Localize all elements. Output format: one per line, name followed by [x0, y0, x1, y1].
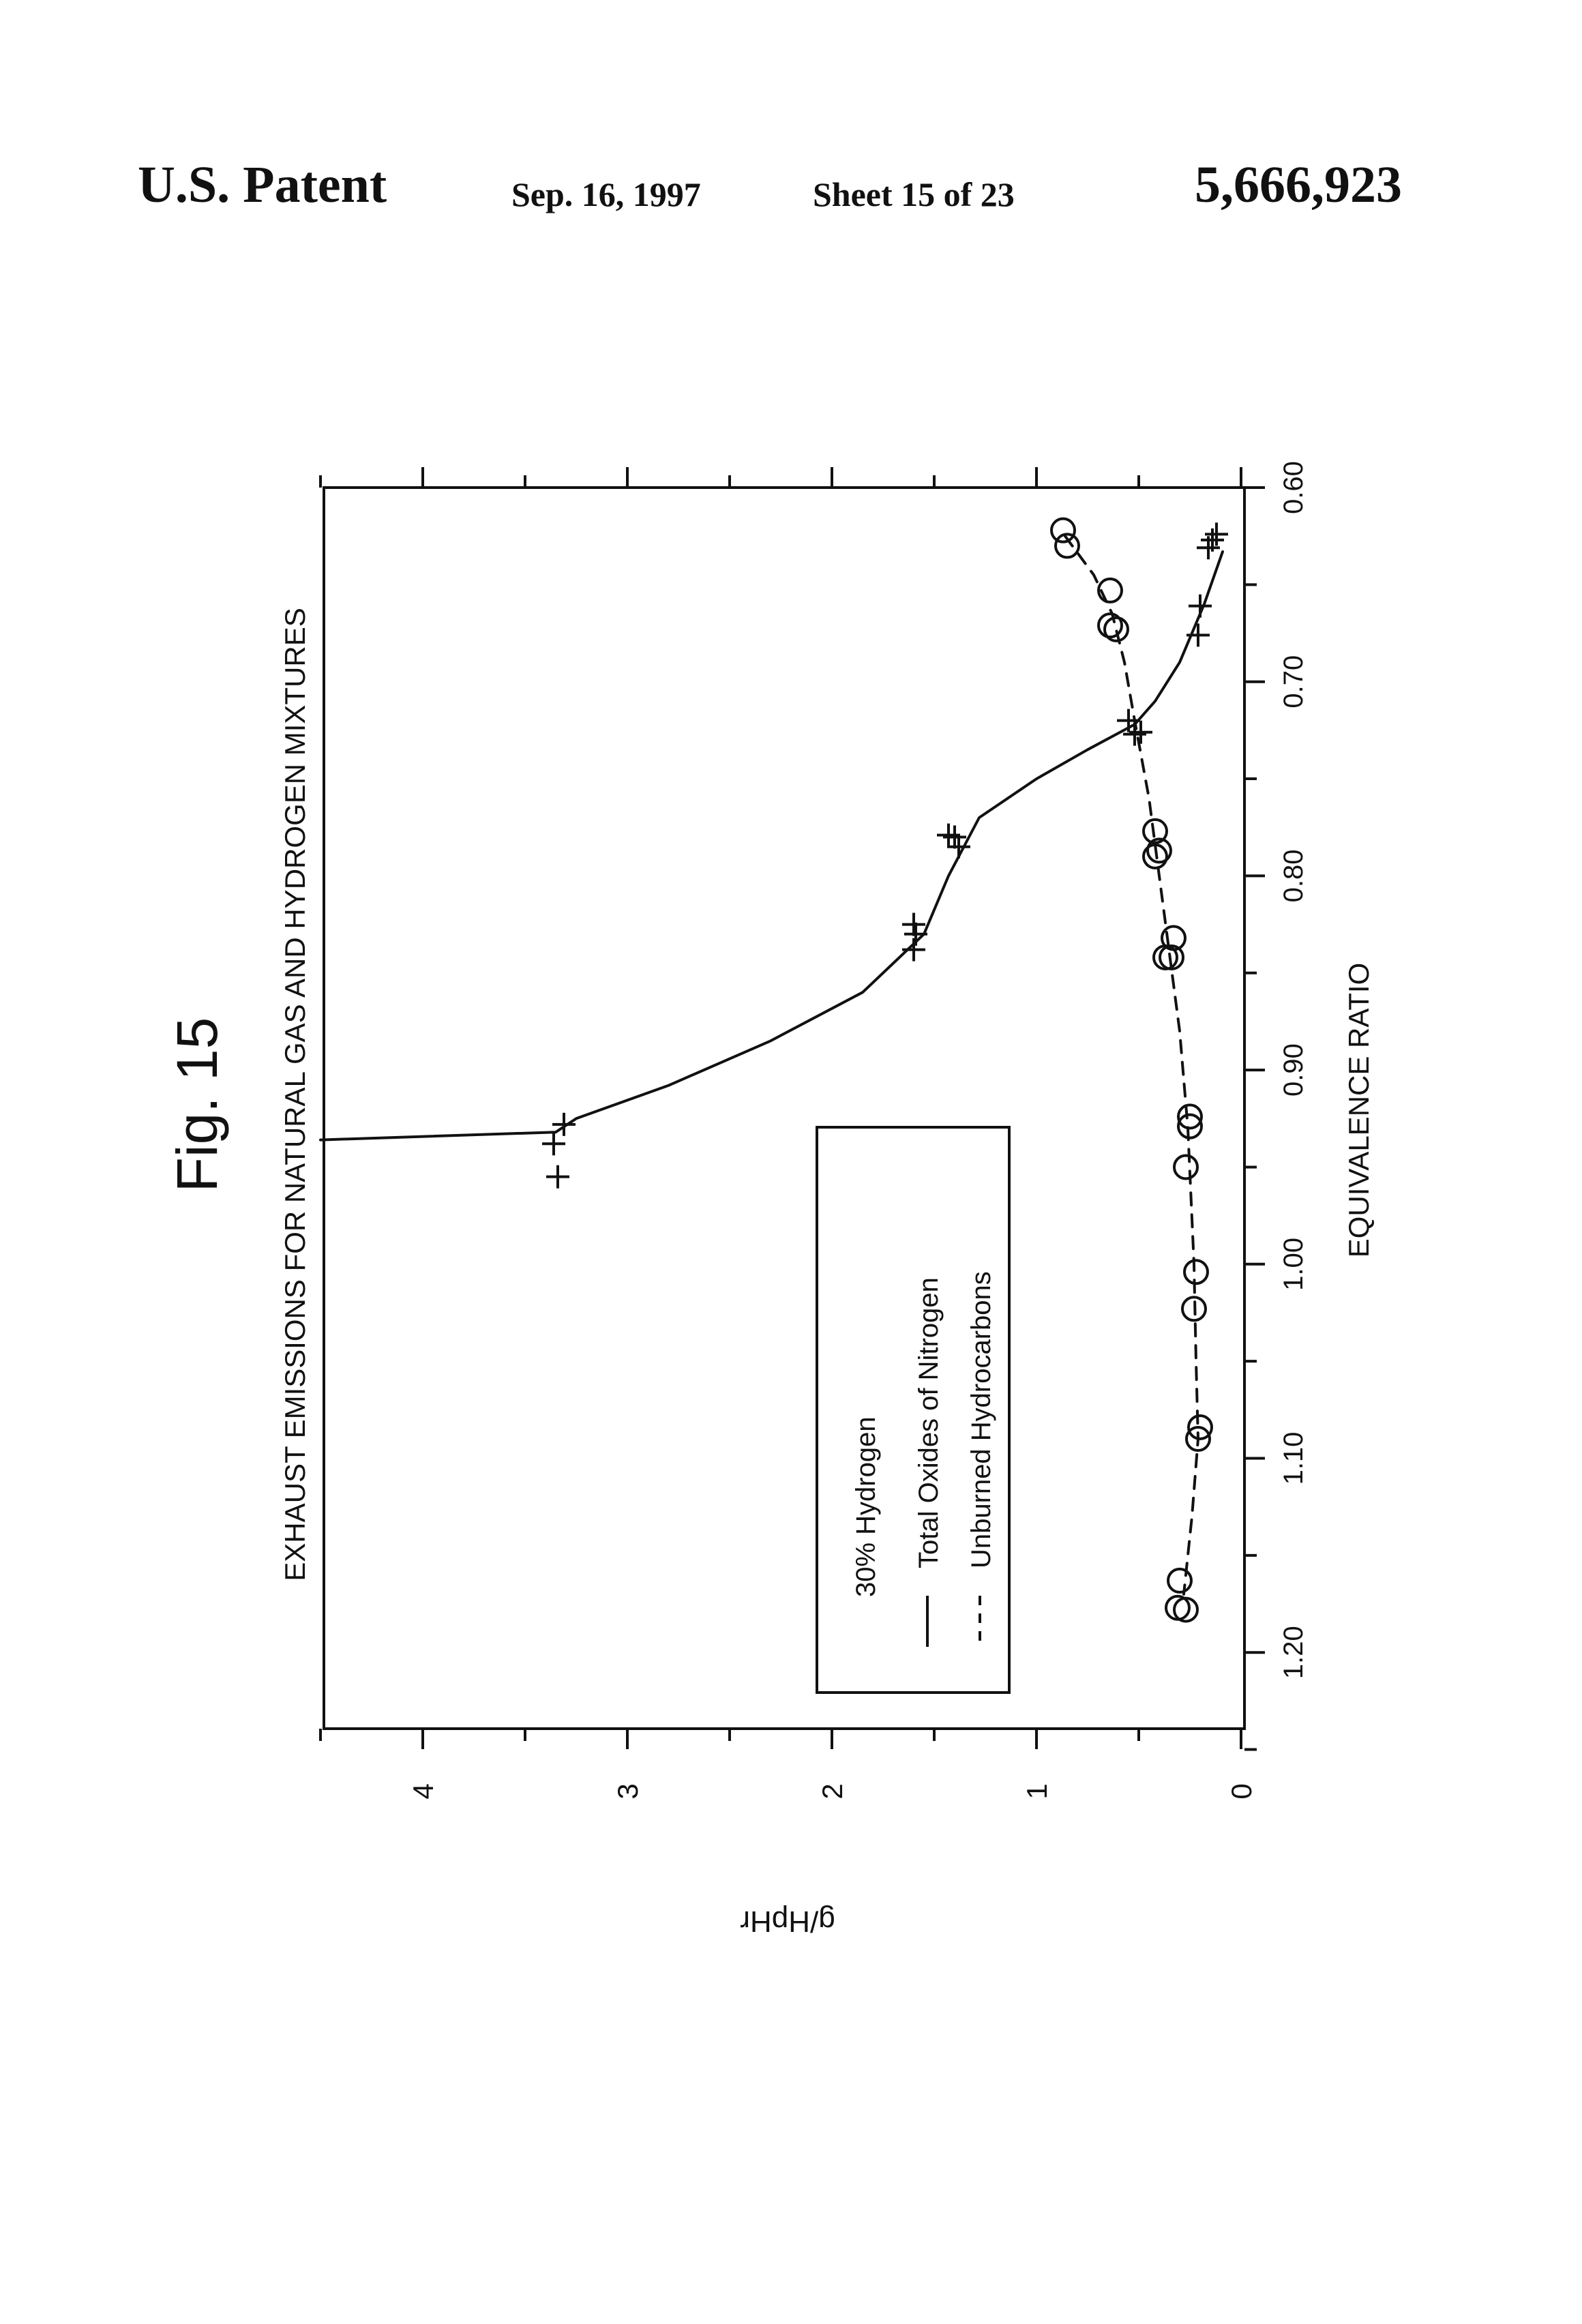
x-tick-label: 1.00: [1279, 1238, 1309, 1291]
nox-point: [542, 1132, 565, 1155]
y-axis-label: g/HpHr: [740, 1905, 835, 1938]
x-tick-label: 0.80: [1279, 849, 1309, 902]
legend-entry-nox: Total Oxides of Nitrogen: [914, 1277, 944, 1568]
y-tick-label: 3: [612, 1783, 644, 1799]
nox-point: [902, 938, 925, 962]
hc-point: [1184, 1260, 1208, 1283]
nox-point: [1123, 723, 1146, 746]
x-tick-label: 0.90: [1279, 1043, 1309, 1097]
plot-frame: [324, 488, 1244, 1729]
x-tick-label: 0.70: [1279, 655, 1309, 709]
nox-point: [943, 825, 966, 848]
nox-point: [546, 1165, 569, 1189]
figure-label: Fig. 15: [165, 1017, 229, 1193]
x-tick-label: 1.10: [1279, 1432, 1309, 1485]
legend: 30% Hydrogen Total Oxides of Nitrogen Un…: [817, 1127, 1009, 1693]
hc-point: [1174, 1155, 1197, 1178]
y-tick-label: 1: [1021, 1783, 1053, 1799]
nox-curve: [320, 552, 1223, 1140]
nox-point: [1186, 623, 1210, 646]
y-tick-label: 2: [816, 1783, 848, 1799]
legend-title: 30% Hydrogen: [851, 1416, 881, 1597]
hc-point: [1105, 618, 1128, 641]
hc-point: [1168, 1569, 1191, 1592]
x-tick-label: 0.60: [1279, 461, 1309, 514]
x-tick-label: 1.20: [1279, 1626, 1309, 1679]
nox-point: [937, 824, 960, 847]
nox-point: [904, 923, 927, 946]
y-tick-label: 0: [1225, 1783, 1257, 1799]
y-tick-label: 4: [407, 1783, 439, 1799]
chart-title: EXHAUST EMISSIONS FOR NATURAL GAS AND HY…: [279, 608, 311, 1581]
x-axis-label: EQUIVALENCE RATIO: [1343, 963, 1375, 1258]
hc-point: [1154, 946, 1177, 969]
nox-point: [1189, 595, 1212, 618]
hc-point: [1051, 519, 1075, 542]
hc-curve: [1065, 536, 1198, 1594]
nox-point: [902, 913, 925, 936]
legend-entry-hc: Unburned Hydrocarbons: [966, 1271, 996, 1568]
